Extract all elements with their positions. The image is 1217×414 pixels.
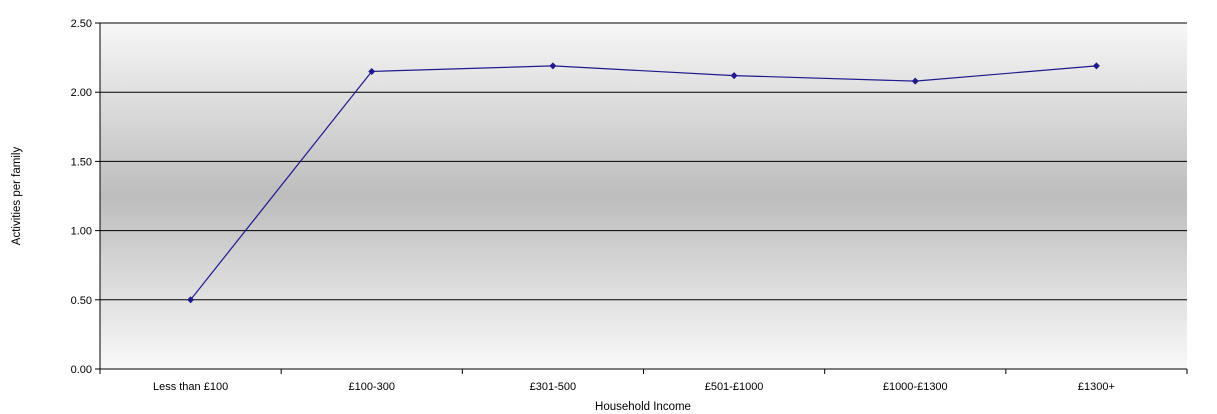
x-tick-label: £301-500 <box>530 381 577 393</box>
data-point <box>187 296 195 304</box>
y-tick-label: 0.00 <box>71 364 92 376</box>
x-tick-label: £501-£1000 <box>705 381 764 393</box>
data-point <box>730 72 738 80</box>
grid-lines <box>100 22 1187 301</box>
series-group <box>187 62 1100 304</box>
data-point <box>1092 62 1100 70</box>
data-point <box>368 67 376 75</box>
y-axis-title: Activities per family <box>11 147 23 246</box>
data-point <box>549 62 557 70</box>
y-tick-label: 1.00 <box>71 226 92 238</box>
x-axis-title: Household Income <box>595 401 691 413</box>
y-tick-label: 2.00 <box>71 87 92 99</box>
series-line <box>190 65 1097 301</box>
data-point <box>911 77 919 85</box>
x-tick-label: £1000-£1300 <box>883 381 948 393</box>
x-tick-label: £1300+ <box>1078 381 1115 393</box>
y-axis-ticks: 0.00 0.50 1.00 1.50 2.00 2.50 <box>71 18 100 376</box>
x-axis-ticks: Less than £100 £100-300 £301-500 £501-£1000… <box>99 369 1188 393</box>
y-tick-label: 1.50 <box>71 156 92 168</box>
y-tick-label: 0.50 <box>71 295 92 307</box>
plot-area <box>100 23 1187 369</box>
y-tick-label: 2.50 <box>71 18 92 30</box>
x-tick-label: £100-300 <box>349 381 396 393</box>
x-tick-label: Less than £100 <box>153 381 228 393</box>
